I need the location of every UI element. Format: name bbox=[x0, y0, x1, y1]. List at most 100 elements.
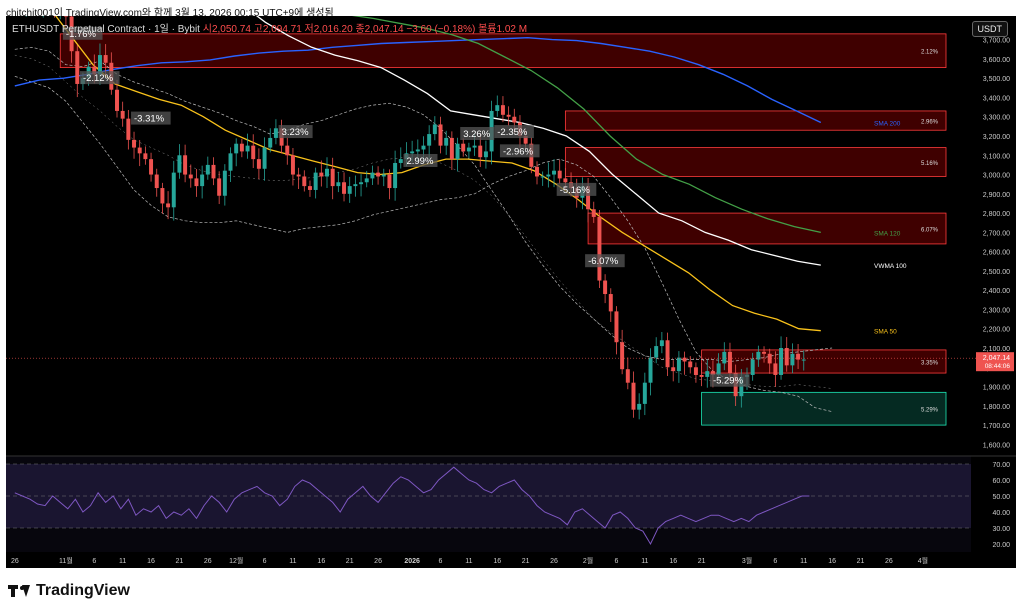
y-tick-label: 3,500.00 bbox=[983, 76, 1010, 83]
zone-label: 3.35% bbox=[921, 360, 939, 366]
pct-label-box bbox=[556, 182, 597, 196]
candle-body bbox=[376, 172, 381, 177]
candle-body bbox=[194, 178, 199, 187]
candle-body bbox=[398, 159, 403, 163]
candle-body bbox=[245, 145, 250, 152]
candle-body bbox=[535, 166, 539, 177]
candle-body bbox=[620, 342, 625, 370]
x-tick-label: 11 bbox=[800, 558, 807, 565]
pct-label: -1.76% bbox=[66, 29, 97, 40]
candle-body bbox=[625, 369, 630, 383]
pct-label: 3.23% bbox=[282, 127, 309, 138]
candle-body bbox=[552, 170, 557, 175]
bollinger-lower bbox=[14, 75, 833, 412]
candle-body bbox=[421, 145, 426, 150]
candle-body bbox=[631, 382, 636, 410]
x-tick-label: 12월 bbox=[229, 556, 243, 565]
candle-body bbox=[654, 346, 659, 358]
pct-label-box bbox=[499, 144, 540, 158]
x-tick-label: 16 bbox=[147, 558, 155, 565]
pct-label-box bbox=[709, 373, 750, 387]
y-tick-label: 3,000.00 bbox=[983, 173, 1010, 180]
candle-body bbox=[438, 124, 443, 146]
y-tick-label: 1,600.00 bbox=[983, 442, 1010, 449]
zone-label: 5.29% bbox=[921, 408, 939, 414]
x-tick-label: 11 bbox=[119, 558, 126, 565]
candle-body bbox=[790, 353, 795, 366]
x-tick-label: 6 bbox=[92, 558, 96, 565]
candle-body bbox=[251, 145, 256, 160]
candle-body bbox=[512, 116, 517, 123]
x-tick-label: 6 bbox=[615, 558, 619, 565]
x-tick-label: 26 bbox=[550, 558, 558, 565]
candle-body bbox=[126, 118, 131, 140]
candle-body bbox=[222, 170, 227, 196]
pct-label: -2.12% bbox=[83, 73, 114, 84]
currency-button[interactable]: USDT bbox=[971, 21, 1008, 37]
pct-label: -3.31% bbox=[134, 114, 165, 125]
candle-body bbox=[143, 153, 148, 160]
symbol-info: ETHUSDT Perpetual Contract · 1일 · Bybit … bbox=[12, 20, 527, 35]
candle-body bbox=[290, 155, 295, 175]
candle-body bbox=[285, 145, 290, 156]
candle-body bbox=[137, 147, 142, 154]
x-tick-label: 16 bbox=[493, 558, 501, 565]
pct-label: -2.35% bbox=[497, 127, 528, 138]
pct-label-box bbox=[62, 26, 103, 40]
candle-body bbox=[268, 137, 273, 148]
pct-label-box bbox=[131, 111, 171, 125]
tradingview-footer[interactable]: TradingView bbox=[8, 582, 130, 600]
pct-label: 2.99% bbox=[406, 156, 433, 167]
x-tick-label: 3월 bbox=[742, 556, 752, 565]
candle-body bbox=[132, 139, 137, 148]
rsi-tick-label: 50.00 bbox=[992, 494, 1010, 501]
series-label: VWMA 100 bbox=[874, 263, 907, 270]
y-tick-label: 1,800.00 bbox=[983, 404, 1010, 411]
candle-body bbox=[682, 357, 687, 362]
candle-body bbox=[75, 51, 80, 84]
rsi-tick-label: 70.00 bbox=[992, 462, 1010, 469]
pct-label: -5.16% bbox=[560, 185, 591, 196]
x-tick-label: 26 bbox=[11, 558, 19, 565]
candle-body bbox=[410, 151, 415, 154]
candle-body bbox=[342, 182, 347, 194]
y-tick-label: 1,900.00 bbox=[983, 385, 1010, 392]
candle-body bbox=[722, 351, 727, 364]
candle-body bbox=[228, 153, 233, 171]
y-tick-label: 3,100.00 bbox=[983, 153, 1010, 160]
y-tick-label: 2,400.00 bbox=[983, 288, 1010, 295]
chart-svg[interactable]: 1,600.001,700.001,800.001,900.002,000.00… bbox=[6, 16, 1016, 568]
candle-body bbox=[767, 353, 772, 364]
candle-body bbox=[699, 374, 704, 377]
zone-box bbox=[587, 212, 947, 245]
candle-body bbox=[750, 359, 755, 375]
candle-body bbox=[149, 159, 154, 175]
zone-box bbox=[564, 147, 947, 177]
rsi-tick-label: 60.00 bbox=[992, 478, 1010, 485]
candle-body bbox=[296, 174, 301, 177]
rsi-tick-label: 40.00 bbox=[992, 510, 1010, 517]
zone-label: 6.07% bbox=[921, 228, 939, 234]
x-tick-label: 26 bbox=[374, 558, 382, 565]
candle-body bbox=[387, 174, 392, 189]
candle-body bbox=[773, 363, 778, 375]
symbol-name[interactable]: ETHUSDT Perpetual Contract · 1일 · Bybit bbox=[12, 24, 200, 35]
candle-body bbox=[239, 143, 244, 152]
zone-box bbox=[701, 391, 947, 426]
y-tick-label: 1,700.00 bbox=[983, 423, 1010, 430]
y-tick-label: 3,400.00 bbox=[983, 95, 1010, 102]
candle-body bbox=[347, 186, 352, 194]
pct-label-box bbox=[585, 254, 625, 268]
candle-body bbox=[500, 105, 505, 115]
brand-name: TradingView bbox=[36, 582, 130, 599]
candle-body bbox=[415, 149, 420, 152]
zone-label: 2.12% bbox=[921, 50, 939, 56]
candle-body bbox=[455, 143, 460, 160]
candle-body bbox=[103, 55, 108, 63]
x-tick-label: 4월 bbox=[918, 556, 928, 565]
y-tick-label: 2,800.00 bbox=[983, 211, 1010, 218]
pct-label-box bbox=[79, 71, 120, 85]
candle-body bbox=[177, 155, 182, 173]
candle-body bbox=[637, 403, 642, 410]
chart-panel[interactable]: 1,600.001,700.001,800.001,900.002,000.00… bbox=[6, 16, 1016, 568]
